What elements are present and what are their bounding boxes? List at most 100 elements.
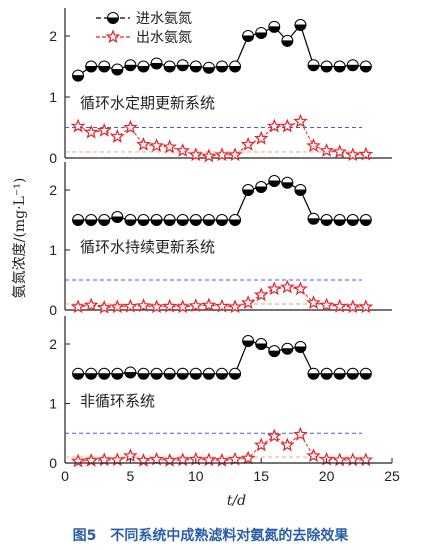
effluent-point bbox=[293, 113, 308, 128]
influent-point bbox=[124, 366, 137, 379]
influent-point bbox=[242, 30, 255, 42]
influent-point bbox=[242, 335, 255, 348]
effluent-point bbox=[280, 437, 295, 452]
effluent-point bbox=[83, 124, 99, 139]
influent-point bbox=[202, 367, 215, 380]
influent-point bbox=[150, 367, 163, 380]
influent-point bbox=[202, 61, 215, 74]
effluent-point bbox=[358, 299, 374, 314]
effluent-point bbox=[227, 147, 243, 162]
influent-point bbox=[242, 184, 255, 196]
effluent-point bbox=[280, 118, 295, 133]
influent-point bbox=[176, 59, 189, 72]
effluent-point bbox=[188, 298, 204, 312]
influent-point bbox=[150, 214, 163, 226]
effluent-point bbox=[162, 139, 177, 154]
effluent-point bbox=[110, 129, 125, 143]
effluent-point bbox=[162, 298, 177, 313]
influent-point bbox=[255, 26, 268, 39]
influent-point bbox=[85, 214, 98, 226]
influent-point bbox=[346, 59, 359, 72]
effluent-point bbox=[214, 298, 230, 313]
influent-point bbox=[359, 214, 372, 226]
influent-point bbox=[359, 367, 372, 380]
influent-point bbox=[163, 60, 176, 73]
influent-point bbox=[255, 181, 268, 193]
influent-point bbox=[294, 19, 307, 32]
effluent-point bbox=[214, 452, 230, 467]
influent-point bbox=[333, 367, 346, 380]
effluent-point bbox=[110, 299, 125, 314]
legend-entry-influent: 进水氨氮 bbox=[96, 11, 192, 27]
influent-point bbox=[320, 60, 333, 73]
x-tick-label: 15 bbox=[253, 468, 269, 484]
x-tick-label: 25 bbox=[384, 468, 400, 484]
influent-point bbox=[215, 367, 228, 380]
legend-influent-marker bbox=[107, 12, 119, 24]
x-tick-label: 10 bbox=[188, 468, 204, 484]
effluent-point bbox=[70, 118, 86, 133]
effluent-point bbox=[280, 279, 295, 294]
y-tick-label: 1 bbox=[49, 396, 57, 412]
influent-point bbox=[163, 214, 176, 226]
influent-point bbox=[111, 211, 124, 223]
effluent-point bbox=[96, 299, 112, 314]
effluent-point bbox=[227, 451, 243, 466]
effluent-series-line bbox=[78, 286, 366, 309]
legend-entry-effluent: 出水氨氮 bbox=[96, 29, 192, 46]
effluent-point bbox=[240, 136, 256, 151]
influent-point bbox=[359, 60, 372, 73]
influent-point bbox=[124, 214, 137, 226]
effluent-point bbox=[332, 298, 347, 313]
influent-point bbox=[307, 367, 320, 380]
influent-point bbox=[72, 367, 85, 380]
y-tick-label: 2 bbox=[49, 336, 57, 352]
effluent-point bbox=[253, 287, 269, 302]
legend-label-effluent: 出水氨氮 bbox=[136, 30, 192, 46]
y-tick-label: 2 bbox=[49, 28, 57, 44]
panel-title: 非循环系统 bbox=[80, 392, 155, 410]
effluent-point bbox=[332, 144, 347, 159]
influent-point bbox=[281, 342, 294, 355]
panel-1: 0 1 2 循环水定期更新系统 bbox=[49, 8, 392, 166]
x-axis: 0 5 10 15 20 25 t/d bbox=[61, 458, 400, 509]
effluent-point bbox=[136, 452, 151, 467]
influent-point bbox=[307, 212, 320, 225]
influent-point bbox=[307, 59, 320, 72]
influent-point bbox=[85, 367, 98, 380]
effluent-point bbox=[162, 452, 177, 467]
effluent-series-line bbox=[77, 120, 366, 157]
effluent-point bbox=[149, 299, 164, 314]
influent-point bbox=[346, 214, 359, 226]
effluent-point bbox=[96, 122, 112, 137]
influent-point bbox=[255, 338, 268, 350]
effluent-point bbox=[345, 147, 361, 162]
influent-point bbox=[72, 214, 85, 226]
effluent-point bbox=[70, 299, 86, 314]
influent-point bbox=[320, 367, 333, 380]
effluent-point bbox=[345, 299, 361, 314]
y-axis-label: 氨氮浓度/(mg·L⁻¹) bbox=[12, 178, 28, 299]
influent-point bbox=[294, 184, 307, 196]
influent-point bbox=[137, 60, 150, 73]
influent-point bbox=[268, 345, 281, 358]
effluent-point bbox=[214, 147, 230, 162]
effluent-point bbox=[149, 451, 164, 466]
panel-title: 循环水定期更新系统 bbox=[80, 94, 215, 112]
influent-point bbox=[176, 367, 189, 380]
effluent-point bbox=[267, 428, 282, 443]
effluent-point bbox=[227, 299, 243, 314]
effluent-point bbox=[83, 297, 99, 312]
effluent-point bbox=[319, 143, 334, 157]
x-tick-label: 5 bbox=[127, 468, 135, 484]
influent-point bbox=[150, 57, 163, 70]
effluent-point bbox=[83, 452, 99, 467]
effluent-point bbox=[358, 146, 374, 161]
influent-point bbox=[333, 214, 346, 226]
y-tick-label: 0 bbox=[49, 150, 57, 166]
influent-point bbox=[346, 367, 359, 380]
influent-point bbox=[98, 60, 111, 73]
effluent-point bbox=[136, 136, 151, 151]
influent-point bbox=[229, 60, 242, 73]
